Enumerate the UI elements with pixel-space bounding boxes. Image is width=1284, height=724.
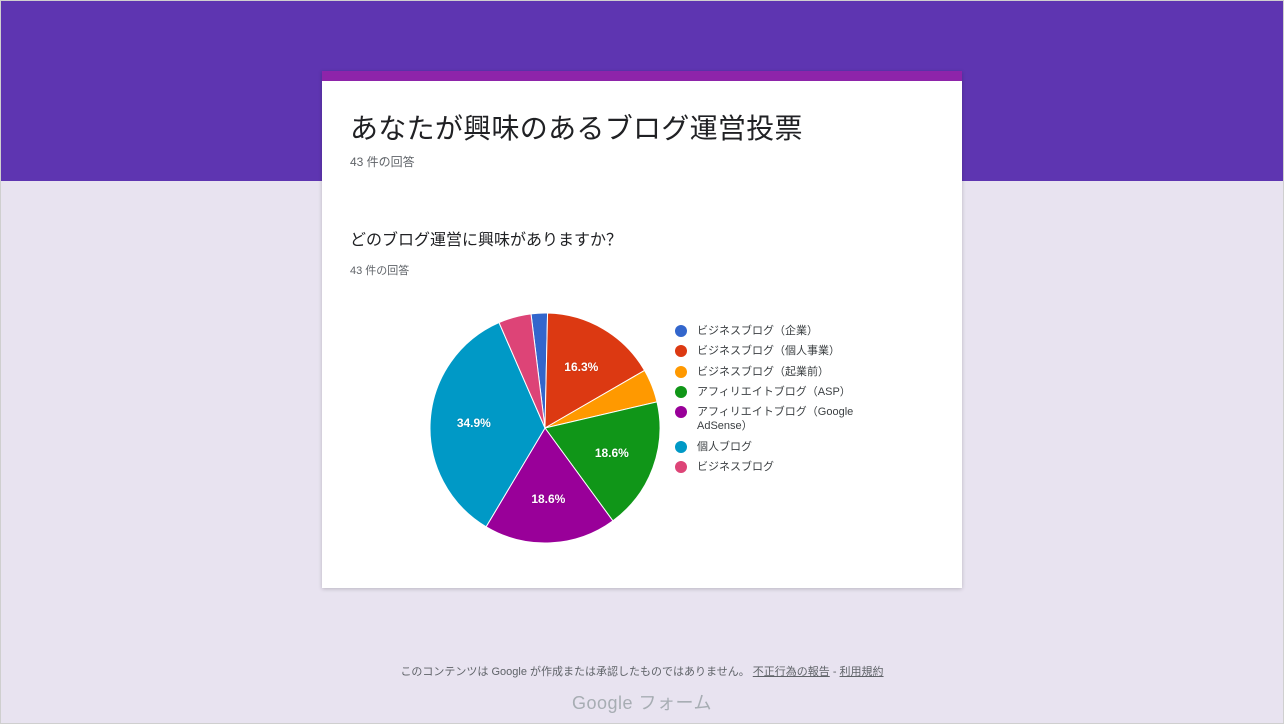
legend-swatch <box>675 345 687 357</box>
question-response-count: 43 件の回答 <box>350 262 934 278</box>
legend-item[interactable]: ビジネスブログ（個人事業） <box>675 344 857 358</box>
legend-label: ビジネスブログ <box>697 460 774 474</box>
legend-item[interactable]: アフィリエイトブログ（Google AdSense） <box>675 405 857 434</box>
legend-item[interactable]: ビジネスブログ（起業前） <box>675 365 857 379</box>
legend-swatch <box>675 441 687 453</box>
legend-swatch <box>675 325 687 337</box>
form-title: あなたが興味のあるブログ運営投票 <box>350 107 934 147</box>
form-response-count: 43 件の回答 <box>350 153 934 170</box>
legend-item[interactable]: ビジネスブログ（企業） <box>675 324 857 338</box>
legend-label: ビジネスブログ（企業） <box>697 324 818 338</box>
report-abuse-link[interactable]: 不正行為の報告 <box>753 666 830 678</box>
legend-label: 個人ブログ <box>697 440 752 454</box>
legend-label: アフィリエイトブログ（Google AdSense） <box>697 405 857 434</box>
legend-item[interactable]: ビジネスブログ <box>675 460 857 474</box>
legend-label: ビジネスブログ（起業前） <box>697 365 829 379</box>
google-forms-logo[interactable]: Google フォーム <box>1 689 1283 715</box>
logo-brand: Google <box>572 693 633 713</box>
legend-swatch <box>675 386 687 398</box>
legend-swatch <box>675 366 687 378</box>
chart-area: 16.3%18.6%18.6%34.9% ビジネスブログ（企業）ビジネスブログ（… <box>350 308 934 548</box>
legend-item[interactable]: 個人ブログ <box>675 440 857 454</box>
legend-item[interactable]: アフィリエイトブログ（ASP） <box>675 385 857 399</box>
logo-product: フォーム <box>639 693 712 713</box>
question-title: どのブログ運営に興味がありますか？ <box>350 226 934 250</box>
chart-legend: ビジネスブログ（企業） ビジネスブログ（個人事業） ビジネスブログ（起業前） アフィリ… <box>675 308 857 474</box>
legend-label: ビジネスブログ（個人事業） <box>697 344 840 358</box>
terms-link[interactable]: 利用規約 <box>840 666 884 678</box>
footer: このコンテンツは Google が作成または承認したものではありません。 不正行… <box>1 663 1283 715</box>
legend-label: アフィリエイトブログ（ASP） <box>697 385 851 399</box>
legend-swatch <box>675 406 687 418</box>
form-card: あなたが興味のあるブログ運営投票 43 件の回答 どのブログ運営に興味があります… <box>322 71 962 588</box>
pie-chart: 16.3%18.6%18.6%34.9% <box>425 308 665 548</box>
disclaimer-text: このコンテンツは Google が作成または承認したものではありません。 <box>400 666 749 678</box>
legend-swatch <box>675 461 687 473</box>
footer-disclaimer: このコンテンツは Google が作成または承認したものではありません。 不正行… <box>1 663 1283 679</box>
footer-separator: - <box>830 666 840 678</box>
